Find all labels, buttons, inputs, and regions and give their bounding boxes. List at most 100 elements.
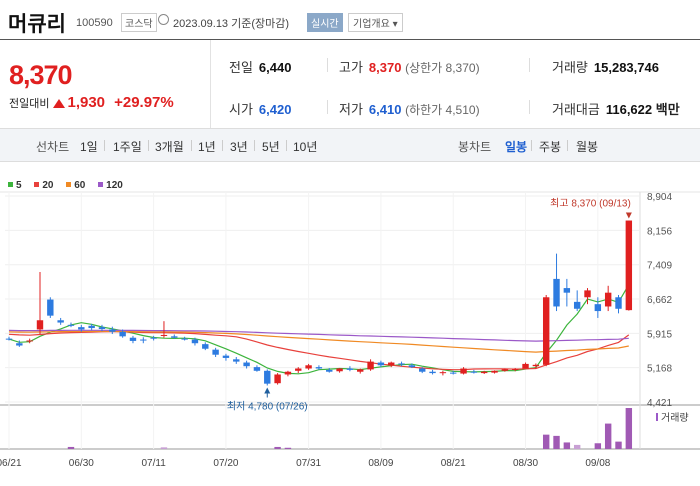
legend-ma5: 5: [8, 180, 22, 191]
candle: [253, 365, 261, 372]
volume-bar: [274, 446, 281, 449]
low-arrow-icon: [264, 387, 271, 394]
candle: [511, 368, 519, 372]
candle-body: [584, 290, 591, 298]
candle: [315, 365, 323, 370]
candle: [563, 278, 571, 307]
legend-ma20: 20: [34, 180, 53, 191]
stat-low-value: 6,410: [368, 102, 402, 117]
volume-bar: [67, 446, 75, 449]
tab-10y[interactable]: 10년: [293, 140, 318, 154]
volume-bar: [284, 447, 292, 449]
candle-body: [16, 343, 23, 346]
tab-3m[interactable]: 3개월: [155, 140, 184, 154]
candle-body: [326, 369, 333, 372]
candle: [346, 366, 354, 372]
x-tick-label: 06/30: [69, 458, 94, 469]
candle-body: [429, 371, 436, 374]
volume-legend-swatch: [656, 413, 658, 421]
volume-bar: [542, 434, 550, 449]
stat-open-value: 6,420: [258, 102, 292, 117]
candle: [57, 317, 64, 325]
tab-daily[interactable]: 일봉: [505, 140, 528, 154]
stat-prev-value: 6,440: [258, 60, 292, 75]
candle: [584, 288, 591, 305]
volume-bar: [160, 447, 168, 449]
volume-bar: [615, 441, 622, 449]
x-tick-label: 08/21: [441, 458, 466, 469]
change-value: 1,930: [67, 94, 106, 111]
change-percent: +29.97%: [114, 94, 174, 111]
candle-body: [377, 362, 385, 366]
candle: [357, 368, 364, 374]
candle-body: [460, 368, 467, 374]
candle: [326, 368, 333, 373]
candle: [377, 360, 385, 368]
stat-open-label: 시가: [229, 102, 253, 117]
candle-body: [615, 297, 622, 309]
divider: [222, 140, 223, 151]
candle: [388, 361, 395, 368]
stat-high-value: 8,370: [368, 60, 402, 75]
candle: [47, 297, 54, 318]
tab-1w[interactable]: 1주일: [113, 140, 142, 154]
tab-1d[interactable]: 1일: [80, 140, 98, 154]
candle-body: [26, 340, 33, 342]
tab-monthly[interactable]: 월봉: [576, 140, 599, 154]
legend-swatch: [34, 182, 40, 187]
candle-body: [47, 299, 54, 316]
candle-body: [36, 320, 44, 330]
candle: [460, 367, 467, 375]
candle-body: [98, 327, 106, 329]
candle-body: [233, 359, 240, 362]
stat-amount-unit: 백만: [655, 102, 680, 117]
tab-5y[interactable]: 5년: [262, 140, 280, 154]
stat-amount: 거래대금 116,622 백만: [552, 99, 680, 118]
candle: [150, 335, 157, 341]
y-tick-label: 5,168: [647, 364, 672, 375]
candle-body: [522, 363, 529, 369]
candle-body: [119, 331, 126, 337]
x-tick-label: 06/21: [0, 458, 22, 469]
high-arrow-icon: [625, 212, 632, 219]
candle: [305, 363, 312, 370]
candle-body: [78, 327, 85, 330]
stat-prev-label: 전일: [229, 60, 253, 75]
y-tick-label: 8,156: [647, 226, 672, 237]
candle-body: [501, 369, 509, 371]
legend-swatch: [8, 182, 13, 187]
stat-high-limit: (상한가 8,370): [405, 61, 480, 75]
realtime-button[interactable]: 실시간: [307, 13, 343, 32]
tab-3y[interactable]: 3년: [230, 140, 248, 154]
candle-body: [625, 220, 633, 311]
candle: [222, 353, 230, 361]
stock-code: 100590: [76, 17, 113, 29]
legend-ma60-label: 60: [74, 180, 86, 191]
candle-body: [553, 278, 560, 307]
divider: [567, 140, 568, 151]
candle-body: [604, 292, 612, 307]
candle: [522, 362, 529, 369]
y-tick-label: 5,915: [647, 329, 672, 340]
stat-amount-value: 116,622: [605, 102, 653, 117]
tab-weekly[interactable]: 주봉: [539, 140, 562, 154]
candle-body: [88, 325, 95, 329]
candle: [367, 359, 374, 371]
company-overview-button[interactable]: 기업개요 ▾: [348, 13, 403, 32]
candle-body: [573, 301, 581, 309]
candle: [398, 361, 405, 367]
candle-body: [532, 364, 540, 367]
candle-body: [264, 370, 271, 384]
candle-body: [470, 371, 478, 373]
candle-body: [491, 370, 498, 373]
candle: [181, 336, 188, 341]
candle-body: [5, 338, 13, 340]
candle: [78, 324, 85, 332]
divider: [148, 140, 149, 151]
tab-1y[interactable]: 1년: [198, 140, 216, 154]
candle-body: [202, 344, 209, 349]
candle: [408, 363, 416, 369]
candle: [212, 347, 219, 358]
candle: [501, 368, 509, 372]
